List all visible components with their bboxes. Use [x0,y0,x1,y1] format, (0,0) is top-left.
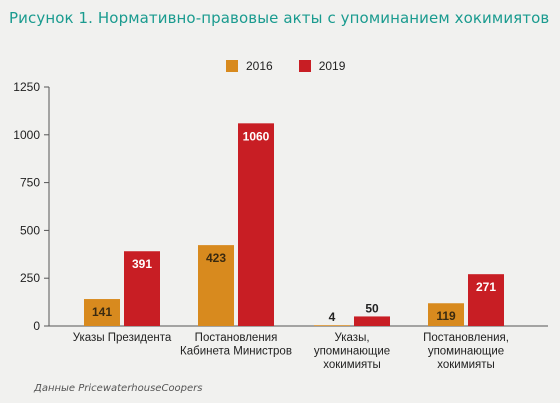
y-tick-label: 750 [20,176,40,190]
y-tick-label: 500 [20,223,40,237]
x-tick-label: Указы Президента [73,332,172,344]
x-tick-label: Указы, упоминающие хокимияты [314,332,390,371]
data-label-2019-2: 1060 [243,129,270,143]
data-label-2016-1: 141 [92,305,112,319]
x-tick-label: Постановления Кабинета Министров [180,332,292,358]
bar-2016-1 [84,299,120,326]
legend-item-2016: 2016 [226,59,273,73]
legend-label-2019: 2019 [318,59,346,73]
bar-2016-2 [198,245,234,326]
y-tick-label: 0 [33,319,40,333]
data-label-2016-3: 4 [329,310,336,324]
bar-2019-1 [124,251,160,326]
legend: 2016 2019 [226,58,345,74]
y-tick-label: 250 [20,271,40,285]
legend-swatch-2019 [298,60,311,72]
bar-2019-3 [354,316,390,326]
data-label-2019-1: 391 [132,257,152,271]
chart-title: Рисунок 1. Нормативно-правовые акты с уп… [9,9,550,27]
y-tick-label: 1250 [13,80,40,94]
source-note: Данные PricewaterhouseCoopers [34,383,203,394]
bar-2019-4 [468,274,504,326]
data-label-2016-4: 119 [436,309,456,323]
legend-item-2019: 2019 [298,59,346,73]
legend-label-2016: 2016 [246,59,273,73]
bar-2016-3 [314,325,350,326]
data-label-2016-2: 423 [206,251,226,265]
y-tick-label: 1000 [13,128,40,142]
data-label-2019-3: 50 [365,301,379,315]
data-label-2019-4: 271 [476,280,496,294]
x-tick-label: Постановления, упоминающие хокимияты [423,332,509,371]
bar-2016-4 [428,303,464,326]
bar-2019-2 [238,123,274,326]
legend-swatch-2016 [226,60,238,72]
